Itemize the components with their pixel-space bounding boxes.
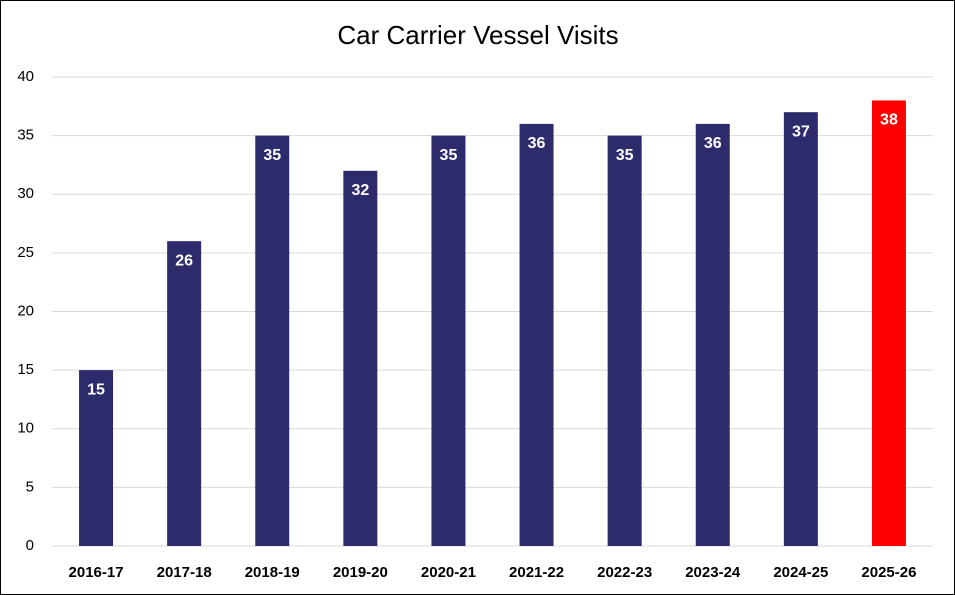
x-tick-label: 2023-24	[685, 564, 741, 581]
x-tick-label: 2018-19	[245, 564, 300, 581]
y-tick-label: 0	[26, 537, 34, 554]
bar	[167, 241, 202, 546]
bar	[79, 370, 114, 546]
data-label: 15	[87, 381, 105, 398]
bar	[343, 170, 378, 547]
y-tick-label: 10	[17, 420, 34, 437]
y-tick-label: 15	[17, 361, 34, 378]
data-label: 32	[351, 182, 369, 199]
y-tick-label: 35	[17, 127, 34, 144]
y-tick-label: 25	[17, 244, 34, 261]
bar	[431, 135, 466, 546]
bar	[519, 123, 554, 547]
y-tick-label: 30	[17, 185, 34, 202]
data-label: 35	[616, 147, 634, 164]
x-tick-label: 2024-25	[773, 564, 828, 581]
x-tick-label: 2019-20	[333, 564, 388, 581]
chart-title: Car Carrier Vessel Visits	[337, 20, 618, 50]
y-tick-label: 40	[17, 68, 34, 85]
bar	[871, 100, 906, 546]
data-label: 38	[880, 112, 898, 129]
x-tick-label: 2022-23	[597, 564, 652, 581]
x-tick-label: 2021-22	[509, 564, 564, 581]
bar	[607, 135, 642, 546]
y-tick-label: 20	[17, 302, 34, 319]
x-tick-label: 2020-21	[421, 564, 476, 581]
x-tick-label: 2016-17	[69, 564, 124, 581]
data-label: 35	[263, 147, 281, 164]
data-label: 37	[792, 123, 810, 140]
data-label: 36	[528, 135, 546, 152]
data-label: 36	[704, 135, 722, 152]
bar	[783, 112, 818, 547]
bar	[255, 135, 290, 546]
y-tick-label: 5	[26, 478, 34, 495]
x-tick-label: 2025-26	[861, 564, 916, 581]
x-tick-label: 2017-18	[157, 564, 212, 581]
data-label: 26	[175, 252, 193, 269]
bar	[695, 123, 730, 547]
data-label: 35	[440, 147, 458, 164]
